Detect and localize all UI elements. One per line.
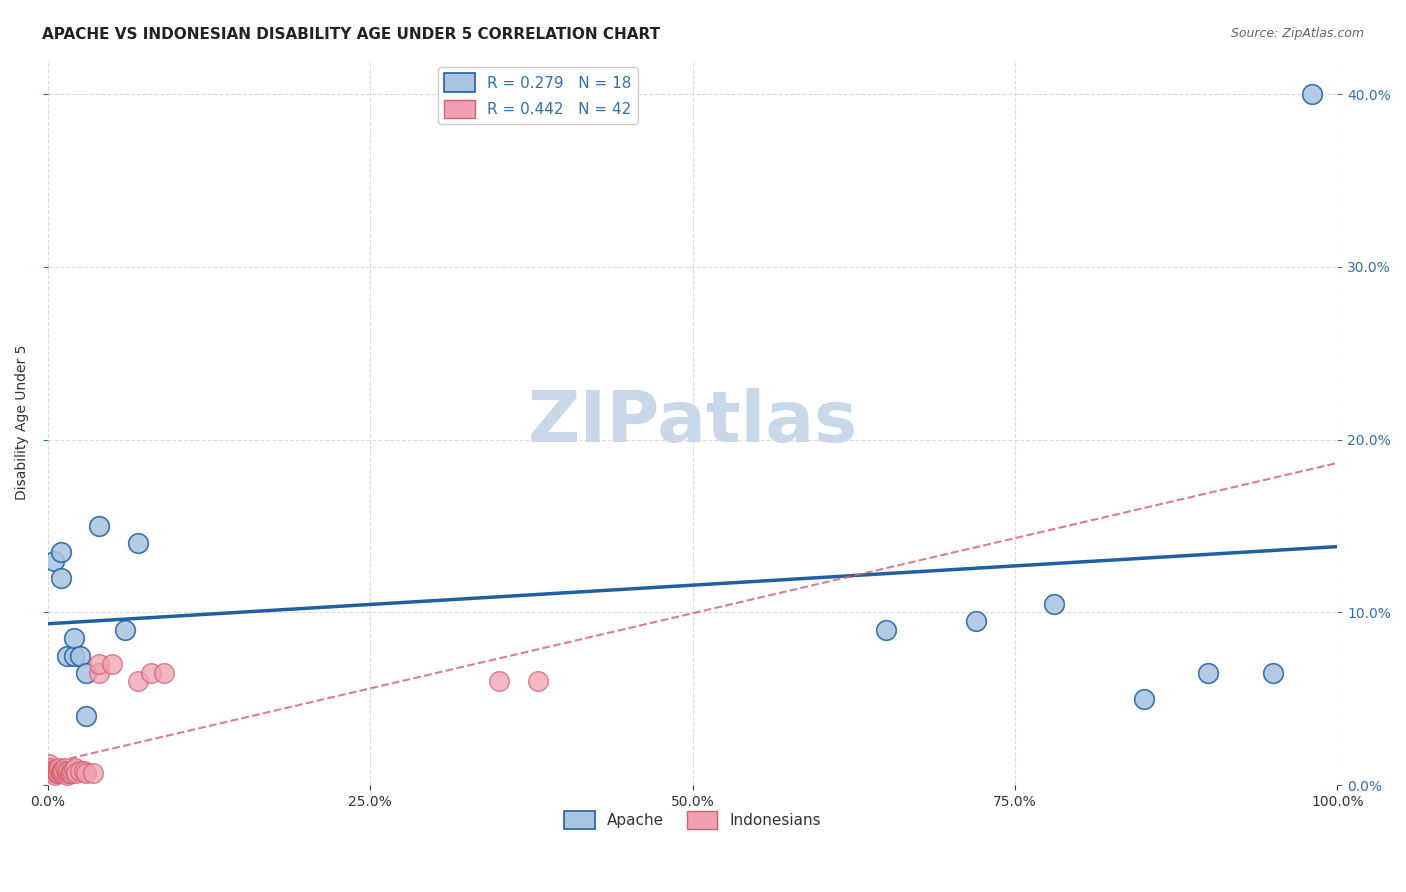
Point (55, 764, 77, 779)
Point (44, 764, 66, 779)
Point (1042, 597, 1064, 611)
Point (44, 768, 66, 782)
Point (60, 764, 83, 779)
Point (153, 665, 176, 680)
Point (45, 763, 67, 777)
Point (527, 674, 550, 689)
Point (59, 766, 82, 780)
Point (75, 709, 97, 723)
Point (965, 614, 987, 628)
Text: Source: ZipAtlas.com: Source: ZipAtlas.com (1230, 27, 1364, 40)
Point (82, 766, 104, 780)
Point (1133, 691, 1156, 706)
Point (46, 766, 69, 780)
Point (1197, 665, 1219, 680)
Point (46, 764, 69, 779)
Point (42, 763, 65, 777)
Point (69, 764, 91, 779)
Point (56, 768, 79, 782)
Point (37, 761, 59, 775)
Point (51, 766, 73, 780)
Point (488, 674, 510, 689)
Point (139, 665, 162, 680)
Point (58, 764, 80, 779)
Point (53, 761, 76, 775)
Point (127, 674, 149, 689)
Point (41, 764, 63, 779)
Point (44, 766, 66, 780)
Point (1301, 87, 1323, 102)
Point (38, 757, 60, 772)
Point (75, 665, 97, 680)
Point (89, 665, 111, 680)
Point (69, 648, 91, 663)
Point (39, 761, 62, 775)
Point (49, 764, 72, 779)
Text: APACHE VS INDONESIAN DISABILITY AGE UNDER 5 CORRELATION CHART: APACHE VS INDONESIAN DISABILITY AGE UNDE… (42, 27, 661, 42)
Point (45, 766, 67, 780)
Point (52, 763, 75, 777)
Point (101, 657, 124, 672)
Point (62, 648, 84, 663)
Point (63, 761, 86, 775)
Point (49, 545, 72, 559)
Point (51, 764, 73, 779)
Point (89, 657, 111, 672)
Point (48, 761, 70, 775)
Point (65, 766, 87, 780)
Text: ZIPatlas: ZIPatlas (527, 388, 858, 457)
Point (48, 763, 70, 777)
Point (75, 766, 97, 780)
Point (73, 764, 96, 779)
Point (49, 571, 72, 585)
Point (56, 648, 79, 663)
Point (114, 623, 136, 637)
Point (62, 632, 84, 646)
Point (1261, 665, 1284, 680)
Legend: Apache, Indonesians: Apache, Indonesians (558, 805, 827, 836)
Point (89, 519, 111, 533)
Point (59, 766, 82, 780)
Y-axis label: Disability Age Under 5: Disability Age Under 5 (15, 344, 30, 500)
Point (62, 763, 84, 777)
Point (127, 536, 149, 550)
Point (875, 623, 897, 637)
Point (49, 766, 72, 780)
Point (44, 553, 66, 567)
Point (58, 766, 80, 780)
